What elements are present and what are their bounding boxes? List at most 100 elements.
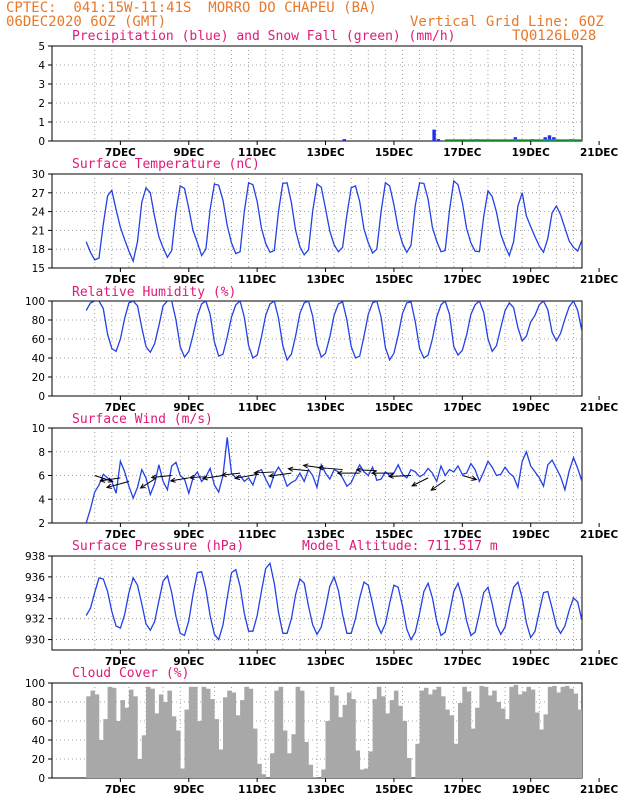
rh-ytick-label: 40 (32, 353, 45, 365)
pressure-xtick-label: 7DEC (105, 656, 136, 668)
cloud-bar (539, 729, 544, 778)
rh-xtick-label: 17DEC (443, 402, 482, 414)
header-line2-left: 06DEC2020 6OZ (GMT) (6, 14, 167, 30)
cloud-bar (608, 689, 613, 778)
cloud-bar (124, 707, 130, 778)
rh-xtick-label: 15DEC (375, 402, 414, 414)
wind-arrow (105, 480, 130, 489)
temp-ytick-label: 21 (32, 225, 45, 237)
wind-ytick-label: 2 (38, 518, 45, 530)
cloud-xtick-label: 11DEC (238, 784, 277, 796)
cloud-bar (569, 688, 574, 778)
cloud-bar (329, 686, 335, 778)
cloud-bar (180, 768, 185, 778)
cloud-bar (582, 687, 587, 778)
cloud-bar (492, 690, 497, 778)
cloud-bar (496, 702, 502, 778)
cloud-bar (586, 686, 591, 778)
cloud-bar (577, 709, 582, 778)
wind-xtick-label: 7DEC (105, 529, 136, 541)
wind-series-line (85, 437, 582, 523)
wind-arrow (169, 477, 189, 483)
wind-arrow (317, 465, 343, 471)
wind-plot-area (85, 437, 582, 523)
temp-title: Surface Temperature (nC) (72, 157, 260, 172)
cloud-bar (591, 694, 596, 779)
cloud-bar (612, 711, 617, 779)
cloud-bar (274, 690, 279, 778)
wind-ytick-label: 10 (32, 423, 45, 435)
cloud-bar (103, 719, 108, 778)
cloud-bar (475, 707, 480, 778)
pressure-frame (51, 555, 583, 651)
rh-xtick-label: 9DEC (173, 402, 204, 414)
rh-ytick-label: 80 (32, 315, 45, 327)
cloud-bar (299, 690, 305, 778)
cloud-bar (385, 713, 390, 778)
cloud-bar (458, 703, 463, 778)
rh-series-line (85, 301, 582, 362)
cloud-bar (176, 730, 181, 778)
precip-xtick-label: 15DEC (375, 147, 414, 159)
cloud-bar (338, 717, 343, 778)
cloud-bar (560, 686, 566, 778)
cloud-bar (94, 694, 100, 778)
pressure-xtick-label: 9DEC (173, 656, 204, 668)
precip-bar (552, 137, 556, 141)
precip-bar (582, 133, 585, 141)
wind-xtick-label: 15DEC (375, 529, 414, 541)
temp-xtick-label: 15DEC (375, 274, 414, 286)
rh-plot-area (85, 301, 582, 362)
cloud-bar (441, 696, 446, 778)
pressure-ytick-label: 932 (25, 614, 45, 626)
cloud-bar (150, 688, 155, 778)
cloud-bar (466, 691, 472, 778)
cloud-bar (116, 721, 121, 778)
cloud-bar (436, 686, 442, 778)
precip-xtick-label: 17DEC (443, 147, 482, 159)
cloud-bar (488, 695, 493, 778)
wind-arrow (139, 478, 155, 489)
cloud-xtick-label: 15DEC (375, 784, 414, 796)
cloud-bar (146, 686, 151, 778)
cloud-ytick-label: 80 (32, 697, 45, 709)
cloud-bar (462, 686, 467, 778)
rh-xtick-label: 11DEC (238, 402, 277, 414)
cloud-bar (342, 704, 348, 778)
cloud-ytick-label: 0 (38, 773, 45, 785)
cloud-bar (201, 686, 207, 778)
temp-xtick-label: 13DEC (306, 274, 345, 286)
wind-arrow (387, 473, 412, 479)
cloud-bar (312, 777, 318, 778)
cloud-bar (556, 692, 561, 778)
wind-arrow (370, 470, 394, 476)
cloud-bar (158, 694, 164, 778)
wind-arrow (150, 474, 172, 480)
cloud-bar (308, 764, 314, 778)
cloud-bar (359, 769, 365, 778)
precip-bar (603, 133, 606, 141)
cloud-ytick-label: 20 (32, 754, 45, 766)
cloud-bar (432, 689, 437, 778)
precip-plot-area (342, 128, 611, 141)
precip-bar (608, 128, 611, 141)
cloud-bar (513, 684, 519, 778)
cloud-bar (522, 691, 527, 778)
precip-ytick-label: 4 (38, 60, 45, 72)
pressure-ytick-label: 930 (25, 635, 45, 647)
pressure-ytick-label: 938 (25, 551, 45, 563)
cloud-bar (111, 687, 117, 778)
cloud-bar (364, 768, 369, 778)
cloud-bar (517, 694, 523, 778)
cloud-bar (227, 690, 232, 778)
header-line3-right: TQ0126L028 (512, 28, 597, 44)
temp-ytick-label: 30 (32, 169, 45, 181)
cloud-bar (141, 735, 147, 778)
cloud-bar (552, 685, 557, 778)
temp-panel: 15 18 21 24 27 30 7DEC 9DEC 11DEC 13DEC 15DEC 17DEC… (32, 157, 618, 286)
pressure-subtitle: Model Altitude: 711.517 m (302, 539, 498, 554)
cloud-bar (398, 705, 403, 778)
cloud-bar (535, 712, 540, 778)
cloud-bar (120, 700, 125, 778)
